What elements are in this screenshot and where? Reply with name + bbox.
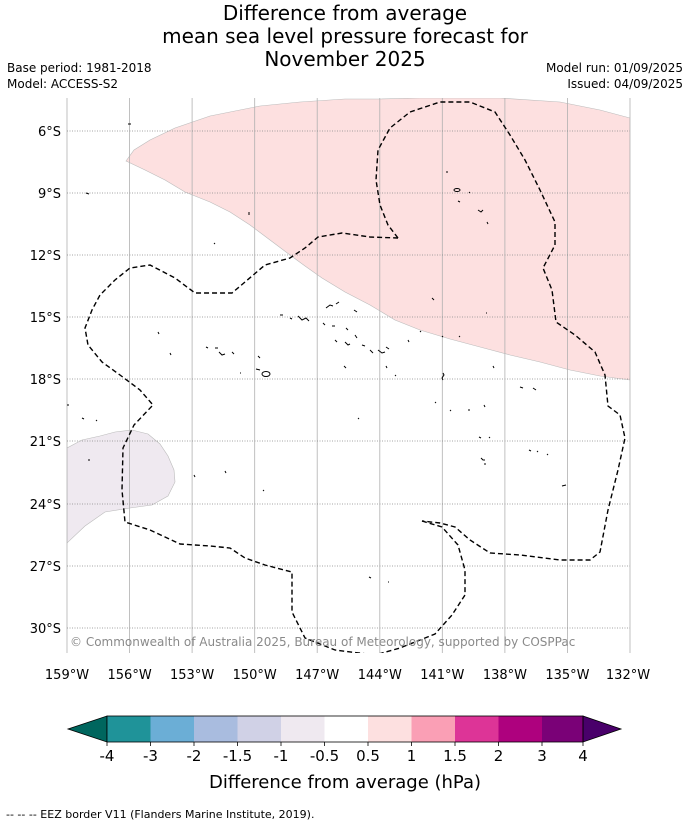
lon-label: 153°W — [170, 668, 214, 683]
colorbar-tick-label: -3 — [143, 747, 158, 765]
lon-label: 141°W — [420, 668, 464, 683]
colorbar-swatch — [107, 716, 151, 742]
lat-label: 6°S — [38, 125, 61, 140]
colorbar-swatch — [455, 716, 499, 742]
lon-label: 132°W — [606, 668, 650, 683]
lat-label: 18°S — [30, 373, 61, 388]
map-title: Difference from average mean sea level p… — [0, 2, 690, 71]
latitude-labels: 6°S 9°S 12°S 15°S 18°S 21°S 24°S 27°S 30… — [30, 125, 61, 637]
colorbar-tick-label: 0.5 — [356, 747, 380, 765]
lon-label: 147°W — [295, 668, 339, 683]
lat-label: 9°S — [38, 187, 61, 202]
islands — [67, 123, 567, 583]
lon-label: 159°W — [45, 668, 89, 683]
colorbar-extend-high — [582, 715, 623, 743]
colorbar-frame — [106, 715, 584, 743]
colorbar-tick-label: -1.5 — [223, 747, 252, 765]
colorbar: -4 -3 -2 -1.5 -1 -0.5 0.5 1 1.5 2 3 4 Di… — [66, 715, 623, 793]
colorbar-tick-label: -2 — [187, 747, 202, 765]
graticule — [66, 98, 631, 653]
title-line-3: November 2025 — [264, 47, 426, 71]
lon-label: 138°W — [483, 668, 527, 683]
negative-anomaly-region — [67, 429, 176, 544]
colorbar-tick-label: -1 — [274, 747, 289, 765]
colorbar-tick-label: 1.5 — [443, 747, 467, 765]
eez-border-cook-islands — [375, 101, 626, 561]
colorbar-swatch — [368, 716, 412, 742]
colorbar-swatch — [542, 716, 583, 742]
lat-label: 30°S — [30, 622, 61, 637]
colorbar-swatch — [194, 716, 238, 742]
lon-label: 156°W — [108, 668, 152, 683]
eez-footnote: -- -- -- EEZ border V11 (Flanders Marine… — [6, 808, 315, 821]
colorbar-label: Difference from average (hPa) — [209, 772, 481, 793]
colorbar-tick-label: 2 — [494, 747, 504, 765]
lat-label: 27°S — [30, 560, 61, 575]
copyright-notice: © Commonwealth of Australia 2025, Bureau… — [70, 635, 575, 649]
colorbar-swatch — [150, 716, 194, 742]
title-line-2: mean sea level pressure forecast for — [162, 24, 528, 48]
lat-label: 12°S — [30, 249, 61, 264]
eez-border-french-polynesia — [84, 232, 466, 653]
longitude-labels: 159°W 156°W 153°W 150°W 147°W 144°W 141°… — [45, 668, 650, 683]
model-name: Model: ACCESS-S2 — [7, 77, 119, 91]
title-line-1: Difference from average — [222, 1, 468, 25]
lon-label: 144°W — [358, 668, 402, 683]
meta-left: Base period: 1981-2018 Model: ACCESS-S2 — [7, 60, 152, 92]
colorbar-swatch — [281, 716, 325, 742]
colorbar-swatch — [237, 716, 281, 742]
lat-label: 24°S — [30, 498, 61, 513]
colorbar-tick-label: -0.5 — [310, 747, 339, 765]
colorbar-tick-label: 3 — [537, 747, 547, 765]
lat-label: 21°S — [30, 435, 61, 450]
colorbar-tick-label: 4 — [578, 747, 588, 765]
base-period: Base period: 1981-2018 — [7, 61, 152, 75]
lon-label: 150°W — [233, 668, 277, 683]
issued-date: Issued: 04/09/2025 — [567, 77, 683, 91]
colorbar-swatch — [324, 716, 368, 742]
positive-anomaly-region — [125, 98, 630, 381]
colorbar-tick-label: 1 — [407, 747, 417, 765]
lon-label: 135°W — [545, 668, 589, 683]
model-run: Model run: 01/09/2025 — [545, 61, 683, 75]
lat-label: 15°S — [30, 311, 61, 326]
map-panel: © Commonwealth of Australia 2025, Bureau… — [66, 98, 631, 653]
colorbar-swatch — [411, 716, 455, 742]
colorbar-extend-low — [66, 715, 108, 743]
meta-right: Model run: 01/09/2025 Issued: 04/09/2025 — [546, 60, 683, 92]
colorbar-tick-label: -4 — [100, 747, 115, 765]
colorbar-swatch — [498, 716, 542, 742]
